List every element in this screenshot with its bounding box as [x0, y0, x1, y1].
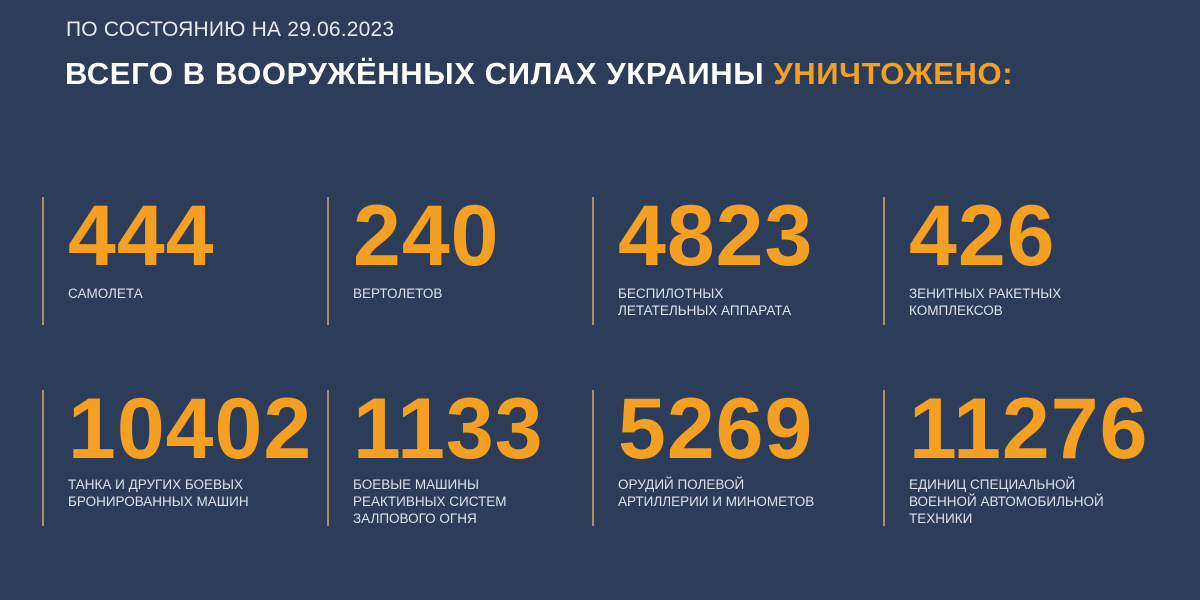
stat-value: 240: [353, 188, 500, 284]
divider: [42, 197, 44, 325]
stat-label: ОРУДИЙ ПОЛЕВОЙ АРТИЛЛЕРИИ И МИНОМЕТОВ: [618, 477, 815, 509]
stat-label: САМОЛЕТА: [68, 286, 143, 301]
divider: [327, 390, 329, 526]
divider: [327, 197, 329, 325]
title-accent: УНИЧТОЖЕНО:: [773, 56, 1014, 91]
stat-label: БОЕВЫЕ МАШИНЫ РЕАКТИВНЫХ СИСТЕМ ЗАЛПОВОГ…: [353, 477, 507, 526]
stat-value: 444: [68, 188, 215, 284]
stat-value: 4823: [618, 188, 814, 284]
divider: [592, 197, 594, 325]
stat-value: 11276: [909, 381, 1149, 477]
stat-label: БЕСПИЛОТНЫХ ЛЕТАТЕЛЬНЫХ АППАРАТА: [618, 286, 792, 318]
stat-value: 1133: [353, 381, 544, 477]
page-title: ВСЕГО В ВООРУЖЁННЫХ СИЛАХ УКРАИНЫ УНИЧТО…: [65, 56, 1013, 92]
divider: [883, 390, 885, 526]
date-subtitle: ПО СОСТОЯНИЮ НА 29.06.2023: [66, 18, 395, 41]
divider: [883, 197, 885, 325]
stat-label: ЕДИНИЦ СПЕЦИАЛЬНОЙ ВОЕННОЙ АВТОМОБИЛЬНОЙ…: [909, 477, 1104, 526]
stat-value: 426: [909, 188, 1056, 284]
title-main: ВСЕГО В ВООРУЖЁННЫХ СИЛАХ УКРАИНЫ: [65, 56, 774, 91]
stat-label: ЗЕНИТНЫХ РАКЕТНЫХ КОМПЛЕКСОВ: [909, 286, 1062, 318]
divider: [592, 390, 594, 526]
stat-label: ТАНКА И ДРУГИХ БОЕВЫХ БРОНИРОВАННЫХ МАШИ…: [68, 477, 249, 509]
stat-label: ВЕРТОЛЕТОВ: [353, 286, 443, 301]
stat-value: 10402: [68, 381, 313, 477]
stat-value: 5269: [618, 381, 814, 477]
divider: [42, 390, 44, 526]
